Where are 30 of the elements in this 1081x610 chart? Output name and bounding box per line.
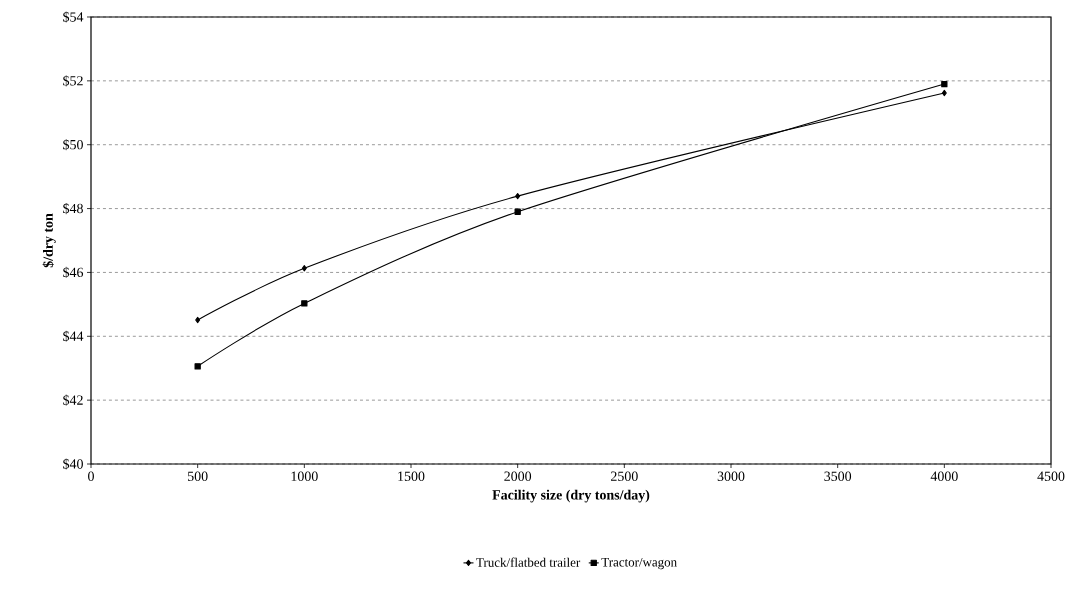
x-tick-label: 1500	[398, 471, 425, 481]
point	[194, 363, 201, 370]
point	[301, 265, 307, 272]
x-axis-title: Facility size (dry tons/day)	[492, 489, 650, 503]
x-tick-label: 3000	[717, 471, 745, 481]
y-tick-label: $40	[63, 458, 83, 470]
legend-label: Truck/flatbed trailer	[476, 557, 581, 567]
point	[514, 208, 521, 215]
y-axis-title: $/dry ton	[42, 213, 56, 268]
point	[301, 300, 308, 307]
x-tick-label: 3500	[824, 471, 852, 481]
x-tick-label: 4500	[1037, 471, 1065, 481]
x-tick-label: 0	[88, 471, 94, 481]
x-tick-label: 2000	[504, 471, 532, 481]
x-tick-label: 1000	[291, 471, 318, 481]
x-tick-label: 2500	[611, 471, 638, 481]
y-tick-label: $48	[63, 202, 83, 215]
point	[941, 80, 948, 88]
y-tick-label: $42	[63, 394, 83, 406]
point	[515, 192, 521, 200]
legend-label: Tractor/wagon	[601, 557, 677, 570]
x-tick-label: 500	[188, 471, 208, 481]
y-tick-label: $52	[63, 75, 83, 87]
x-tick-label: 4000	[930, 471, 958, 481]
point	[941, 89, 947, 97]
y-tick-label: $46	[63, 266, 84, 279]
point	[195, 316, 201, 324]
y-tick-label: $50	[63, 139, 83, 151]
y-tick-label: $54	[63, 11, 84, 23]
y-tick-label: $44	[63, 330, 84, 342]
